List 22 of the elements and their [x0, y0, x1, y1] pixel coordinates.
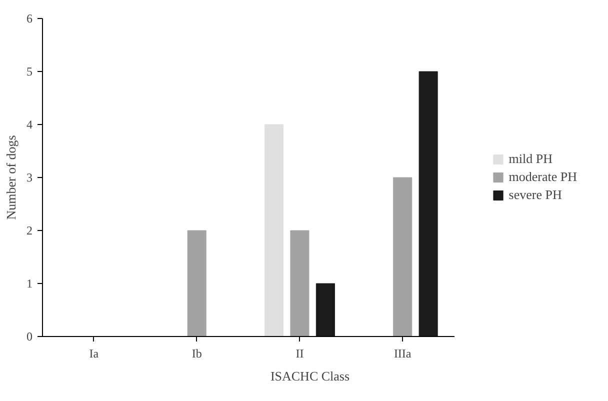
legend-label: mild PH: [508, 151, 552, 167]
x-tick-label: IIIa: [394, 346, 412, 360]
y-tick-label: 0: [26, 330, 32, 344]
y-axis-title: Number of dogs: [4, 135, 18, 220]
y-tick-label: 5: [26, 64, 32, 78]
bar: [290, 230, 310, 336]
y-tick-label: 4: [26, 118, 32, 132]
y-tick-label: 6: [26, 12, 32, 26]
y-tick-label: 1: [26, 276, 32, 290]
bar: [418, 71, 438, 336]
bar: [316, 283, 335, 336]
legend-label: moderate PH: [508, 169, 577, 185]
x-axis-title: ISACHC Class: [270, 368, 350, 384]
bar: [187, 230, 206, 336]
y-tick-label: 3: [26, 170, 32, 184]
y-tick-label: 2: [26, 224, 32, 238]
legend-label: severe PH: [508, 187, 562, 203]
bar: [264, 124, 284, 336]
x-tick-label: II: [296, 346, 304, 360]
x-tick-label: Ib: [192, 346, 202, 360]
bar: [393, 177, 412, 336]
x-tick-label: Ia: [89, 346, 100, 360]
